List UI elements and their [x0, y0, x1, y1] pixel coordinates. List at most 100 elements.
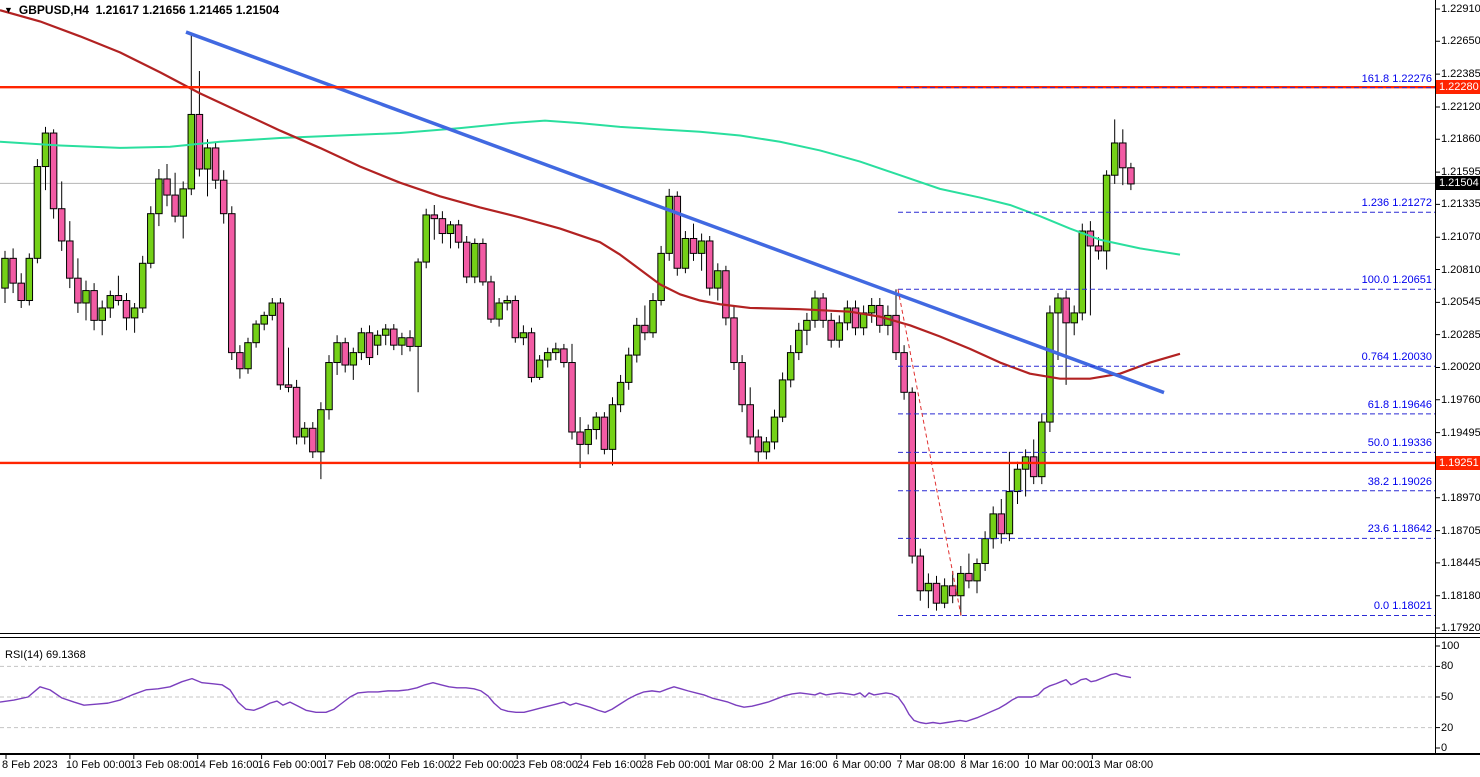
candle-bear — [462, 241, 471, 278]
candle-bull — [252, 323, 260, 344]
time-axis-label: 22 Feb 00:00 — [449, 759, 515, 771]
candle-bear — [487, 281, 495, 320]
rsi-axis-label: 100 — [1441, 640, 1460, 652]
candle-bear — [1029, 456, 1038, 478]
fib-base-diagonal[interactable] — [897, 289, 962, 616]
time-axis-label: 8 Feb 2023 — [2, 759, 58, 771]
candle-bull — [82, 290, 90, 304]
candle-bear — [1086, 230, 1095, 247]
candle-bear — [292, 386, 301, 438]
symbol-timeframe: GBPUSD,H4 — [18, 3, 89, 17]
candle-bull — [624, 354, 633, 383]
fib-level-label: 23.6 1.18642 — [1367, 523, 1432, 536]
candle-bull — [519, 332, 528, 339]
candle-bear — [851, 307, 860, 329]
candle-bear — [309, 427, 317, 453]
candle-bull — [973, 562, 981, 582]
candle-bull — [349, 352, 358, 366]
candle-bear — [576, 431, 584, 445]
candle-bull — [333, 342, 341, 364]
candle-bear — [365, 332, 374, 359]
ohlc-quote: 1.21617 1.21656 1.21465 1.21504 — [95, 3, 280, 17]
candle-bear — [211, 147, 220, 181]
time-axis-label: 17 Feb 08:00 — [321, 759, 387, 771]
price-axis-label: 1.20810 — [1441, 263, 1480, 276]
candle-bear — [438, 218, 447, 235]
candle-bull — [471, 242, 479, 278]
rsi-line — [0, 672, 1132, 725]
candle-bear — [892, 314, 900, 354]
candle-bull — [649, 300, 657, 334]
candle-bull — [795, 329, 803, 354]
candle-bear — [284, 384, 293, 388]
candle-bear — [932, 582, 941, 604]
candle-bull — [357, 332, 366, 354]
price-tag-current: 1.21504 — [1436, 176, 1480, 191]
candle-bull — [41, 132, 50, 168]
candle-bull — [203, 147, 212, 170]
candle-bull — [1013, 468, 1022, 493]
candle-bull — [1046, 312, 1054, 423]
candle-bear — [74, 277, 82, 304]
candle-bear — [90, 290, 98, 321]
candle-bear — [276, 302, 285, 386]
candle-bull — [867, 304, 876, 314]
candle-bull — [608, 404, 617, 450]
time-axis-label: 6 Mar 00:00 — [832, 759, 892, 771]
candle-bear — [430, 214, 439, 220]
candle-bear — [705, 240, 714, 289]
candle-bull — [381, 328, 390, 336]
candle-bear — [114, 295, 123, 302]
candle-bull — [665, 195, 673, 254]
fib-level-label: 0.0 1.18021 — [1373, 600, 1432, 613]
time-axis-label: 28 Feb 00:00 — [641, 759, 706, 771]
fib-level-label: 50.0 1.19336 — [1367, 437, 1432, 450]
candle-bull — [843, 307, 852, 324]
chart-dropdown-icon[interactable]: ▼ — [4, 5, 13, 15]
candle-bull — [543, 352, 552, 361]
candle-bull — [835, 322, 844, 341]
candle-bull — [503, 300, 511, 304]
candle-bear — [827, 319, 835, 341]
candle-bull — [398, 337, 406, 346]
candle-bear — [1094, 245, 1103, 252]
candle-bear — [560, 348, 568, 364]
candle-bull — [1, 257, 9, 289]
candle-bear — [738, 362, 746, 406]
candle-bull — [268, 302, 277, 316]
candle-bear — [390, 328, 398, 346]
candle-bull — [33, 166, 42, 259]
time-axis-label: 16 Feb 00:00 — [257, 759, 323, 771]
candle-bear — [66, 240, 74, 279]
price-axis-label: 1.21070 — [1441, 231, 1480, 244]
candle-bear — [228, 213, 236, 354]
time-axis-label: 8 Mar 16:00 — [960, 759, 1020, 771]
candle-bear — [219, 179, 228, 215]
candle-bear — [511, 300, 520, 339]
candle-bull — [25, 257, 34, 302]
descending-trendline[interactable] — [185, 30, 1165, 395]
candle-bull — [300, 427, 309, 438]
candle-bear — [9, 257, 17, 284]
fib-level-label: 61.8 1.19646 — [1367, 398, 1432, 411]
rsi-indicator-label: RSI(14) 69.1368 — [5, 649, 86, 661]
candle-bear — [730, 317, 738, 364]
candle-bull — [616, 381, 625, 406]
candle-bull — [138, 262, 147, 309]
candle-bear — [454, 224, 463, 243]
price-axis-label: 1.18970 — [1441, 491, 1480, 504]
candle-bull — [1070, 312, 1078, 324]
candle-bear — [17, 282, 25, 302]
price-axis-label: 1.21860 — [1441, 133, 1480, 146]
candle-bull — [98, 307, 106, 321]
candle-bull — [130, 307, 139, 319]
price-tag-level: 1.22280 — [1436, 80, 1480, 95]
fib-level-label: 38.2 1.19026 — [1367, 475, 1432, 488]
time-axis-label: 7 Mar 08:00 — [896, 759, 956, 771]
candle-bull — [657, 252, 665, 302]
candle-bull — [584, 429, 592, 445]
price-tag-level: 1.19251 — [1436, 455, 1480, 470]
candle-bear — [341, 342, 349, 366]
